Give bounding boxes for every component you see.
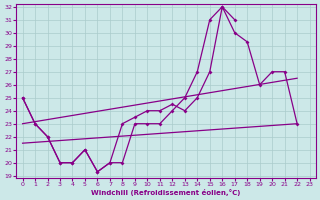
- X-axis label: Windchill (Refroidissement éolien,°C): Windchill (Refroidissement éolien,°C): [92, 189, 241, 196]
